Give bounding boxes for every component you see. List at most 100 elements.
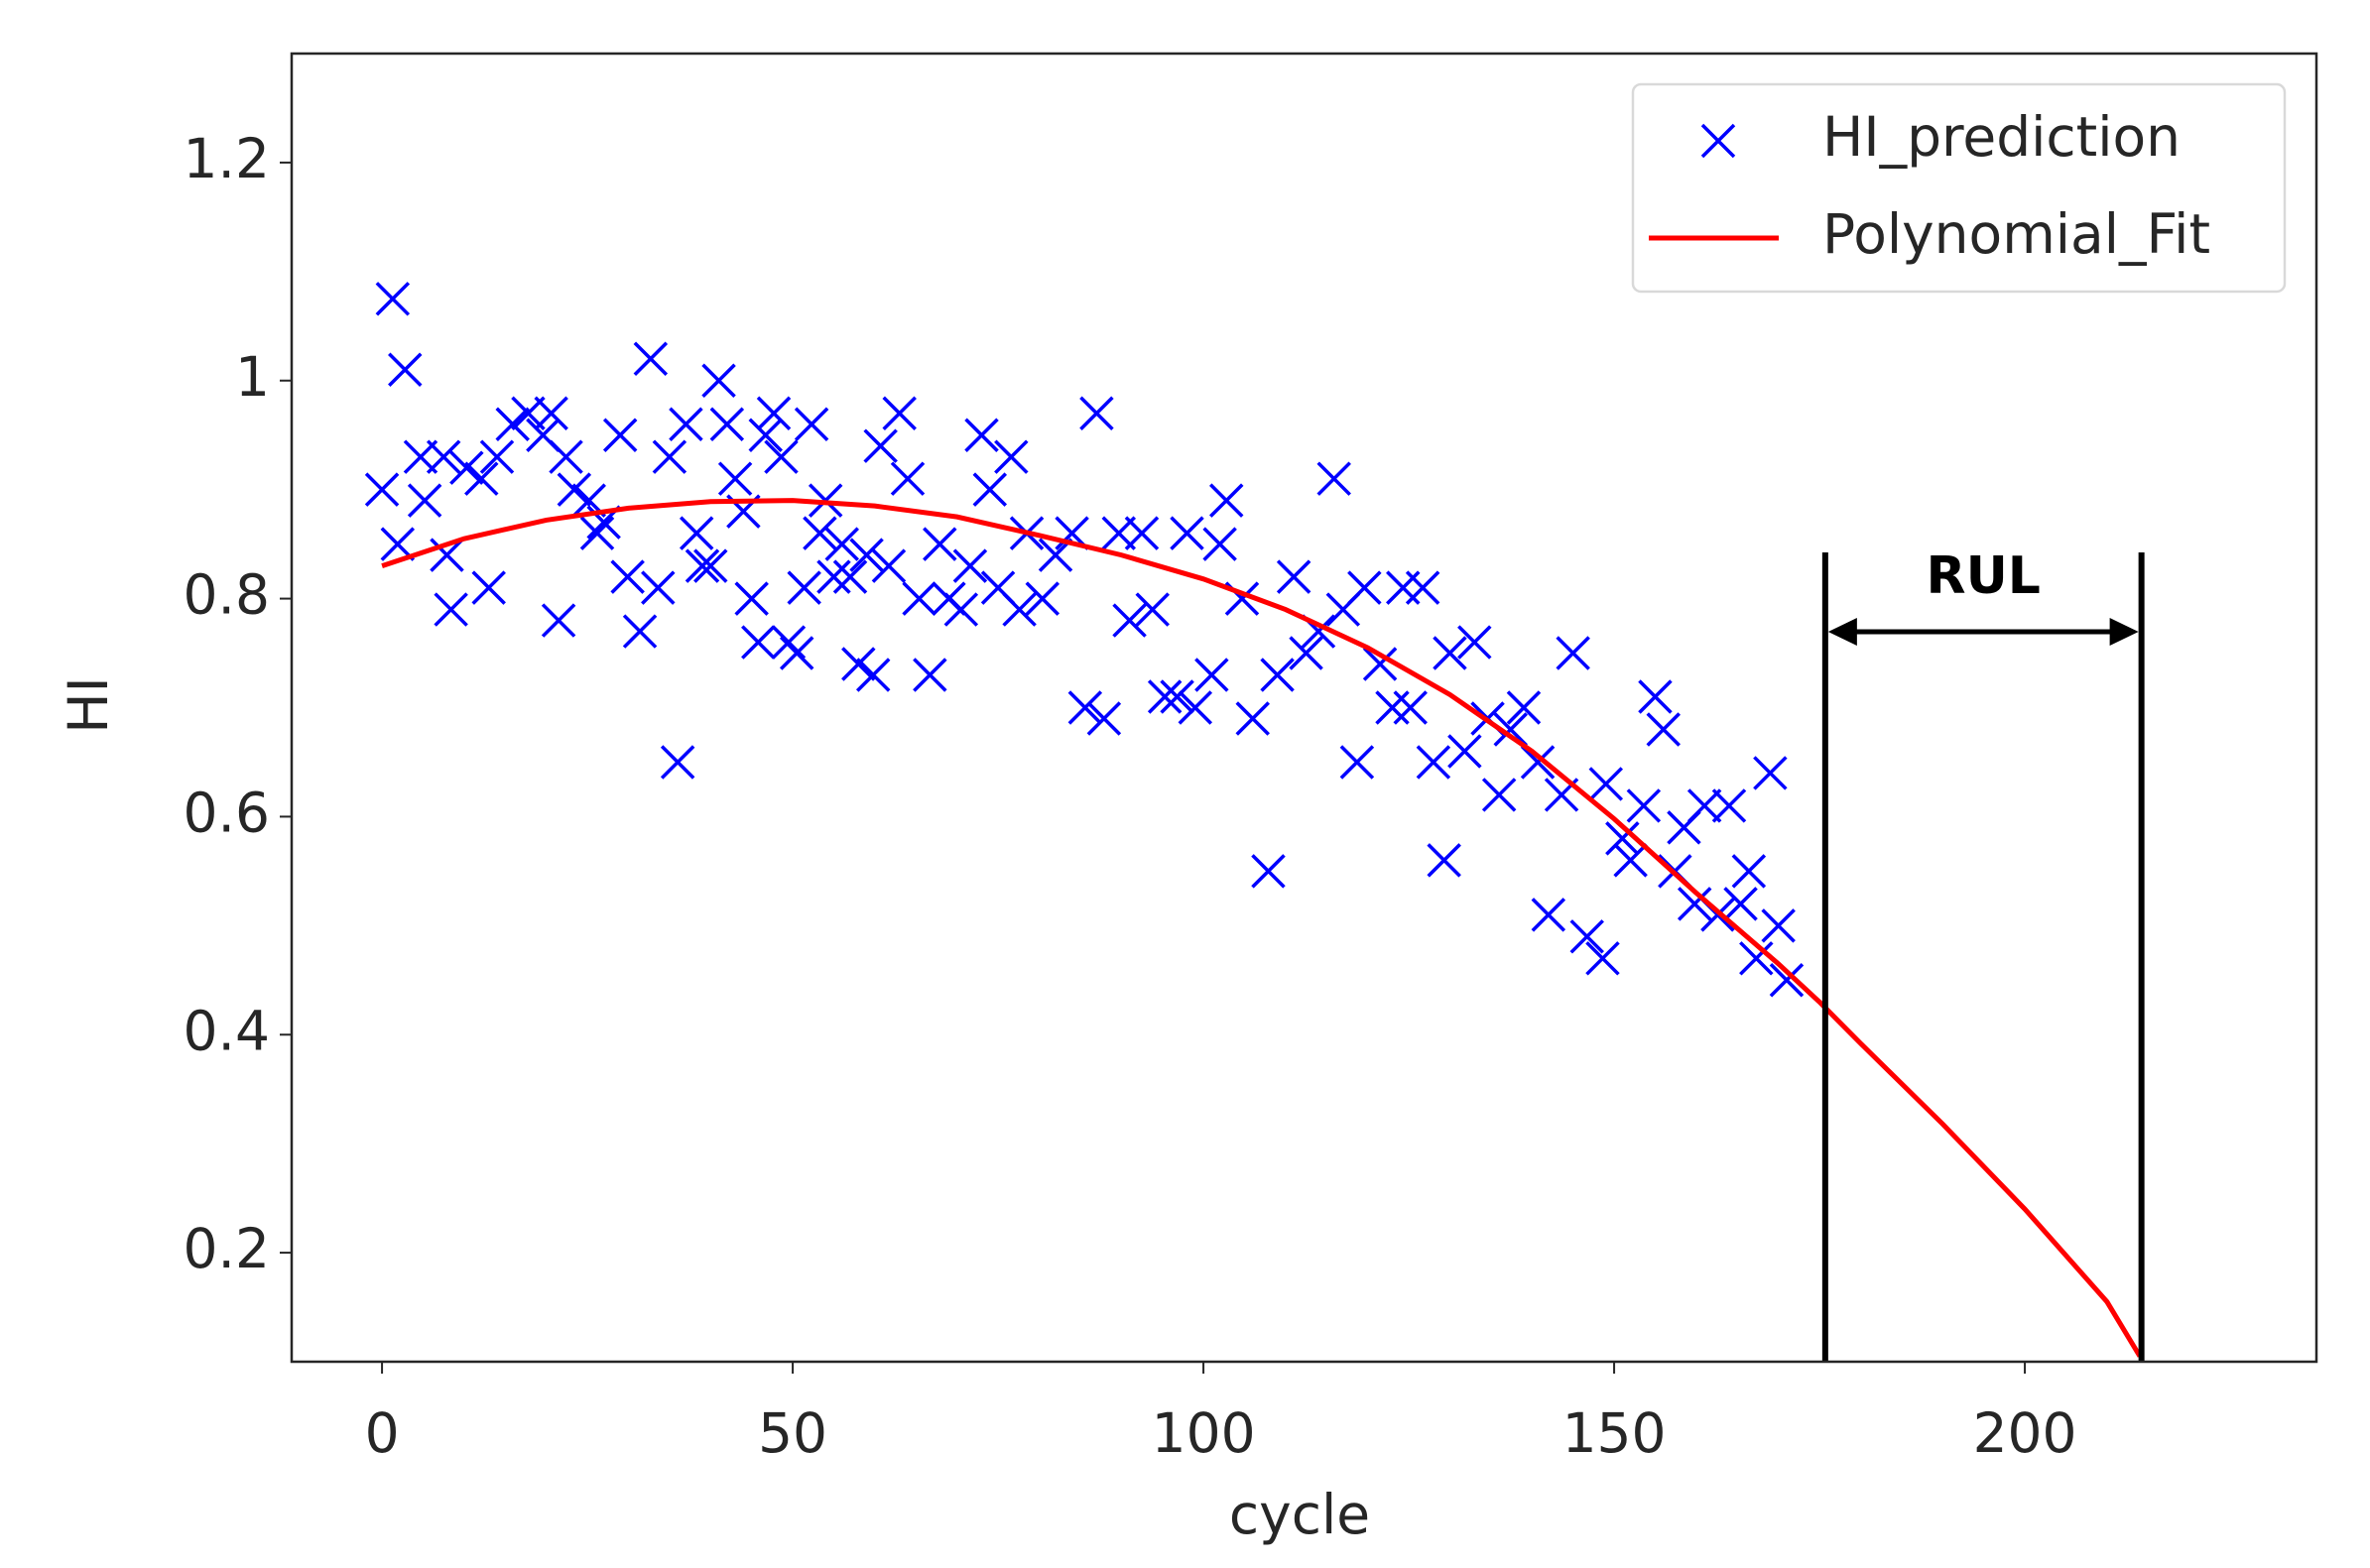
marker: [1447, 734, 1482, 769]
marker: [1457, 625, 1492, 660]
marker: [602, 418, 638, 452]
marker: [434, 592, 468, 627]
marker: [794, 407, 829, 441]
marker: [1038, 538, 1073, 572]
marker: [430, 538, 464, 572]
marker: [1493, 712, 1528, 747]
marker: [407, 483, 442, 518]
marker: [1386, 570, 1421, 605]
marker: [549, 439, 583, 474]
marker: [779, 636, 814, 670]
marker: [479, 439, 515, 474]
marker: [534, 396, 568, 430]
marker: [1700, 123, 1736, 159]
marker: [660, 745, 695, 780]
marker: [641, 570, 676, 605]
marker: [1711, 788, 1747, 823]
marker: [622, 614, 658, 649]
marker: [1393, 690, 1428, 725]
marker: [1569, 919, 1604, 954]
marker: [972, 472, 1008, 507]
marker: [890, 461, 926, 496]
marker: [1686, 788, 1722, 823]
marker: [669, 407, 703, 441]
marker: [1135, 592, 1170, 627]
x-tick-label: 150: [1562, 1401, 1667, 1465]
marker: [1375, 690, 1410, 725]
marker: [375, 282, 411, 316]
marker: [952, 548, 988, 583]
marker: [1588, 767, 1624, 801]
marker: [994, 439, 1029, 474]
marker: [1723, 887, 1758, 921]
marker: [1160, 679, 1194, 714]
marker: [748, 418, 783, 452]
marker: [824, 527, 859, 561]
marker: [871, 548, 907, 583]
marker: [913, 658, 947, 692]
marker: [1585, 941, 1620, 976]
marker: [1761, 908, 1796, 943]
marker: [923, 527, 957, 561]
marker: [1731, 854, 1767, 889]
marker: [1638, 679, 1673, 714]
marker: [1276, 559, 1311, 594]
marker: [816, 559, 851, 594]
marker: [1506, 690, 1542, 725]
marker: [964, 418, 999, 452]
marker: [863, 428, 898, 463]
marker: [849, 538, 884, 572]
annotation-label: RUL: [1927, 546, 2041, 606]
marker: [1086, 701, 1122, 736]
marker: [633, 341, 669, 377]
marker: [803, 516, 837, 550]
marker: [1556, 636, 1590, 670]
marker: [1251, 854, 1286, 889]
marker: [1316, 461, 1351, 496]
marker: [741, 625, 776, 660]
marker: [1260, 658, 1295, 692]
marker: [388, 352, 423, 387]
marker: [771, 625, 807, 660]
marker: [787, 570, 821, 605]
marker: [1339, 745, 1375, 780]
marker: [1002, 592, 1037, 627]
marker: [464, 461, 499, 496]
marker: [1202, 527, 1237, 561]
marker: [1405, 570, 1440, 605]
plot-frame: [290, 52, 2318, 1364]
marker: [610, 559, 645, 594]
marker: [495, 407, 530, 441]
plot: [364, 282, 2143, 1358]
x-tick-label: 100: [1152, 1401, 1256, 1465]
marker: [1416, 745, 1451, 780]
marker: [1427, 843, 1461, 878]
marker: [471, 570, 506, 605]
marker: [1124, 516, 1160, 550]
marker: [841, 647, 876, 681]
marker: [1769, 963, 1805, 998]
marker: [652, 439, 687, 474]
marker: [1677, 887, 1712, 921]
marker: [943, 592, 979, 627]
y-axis-label: HI: [57, 676, 120, 734]
marker: [1147, 679, 1183, 714]
x-tick-label: 200: [1973, 1401, 2077, 1465]
marker: [541, 603, 576, 638]
marker: [1626, 788, 1662, 823]
y-tick-label: 1: [235, 345, 270, 409]
marker: [579, 516, 615, 550]
y-tick-label: 0.6: [184, 782, 270, 845]
marker: [1613, 843, 1648, 878]
y-tick-label: 0.4: [184, 999, 270, 1062]
marker: [1178, 690, 1213, 725]
marker: [1531, 898, 1566, 932]
marker: [1753, 756, 1788, 790]
marker: [364, 472, 400, 507]
marker: [1079, 396, 1114, 430]
marker: [1235, 701, 1270, 736]
marker: [1194, 658, 1229, 692]
marker: [1209, 483, 1244, 518]
marker: [1520, 745, 1556, 780]
